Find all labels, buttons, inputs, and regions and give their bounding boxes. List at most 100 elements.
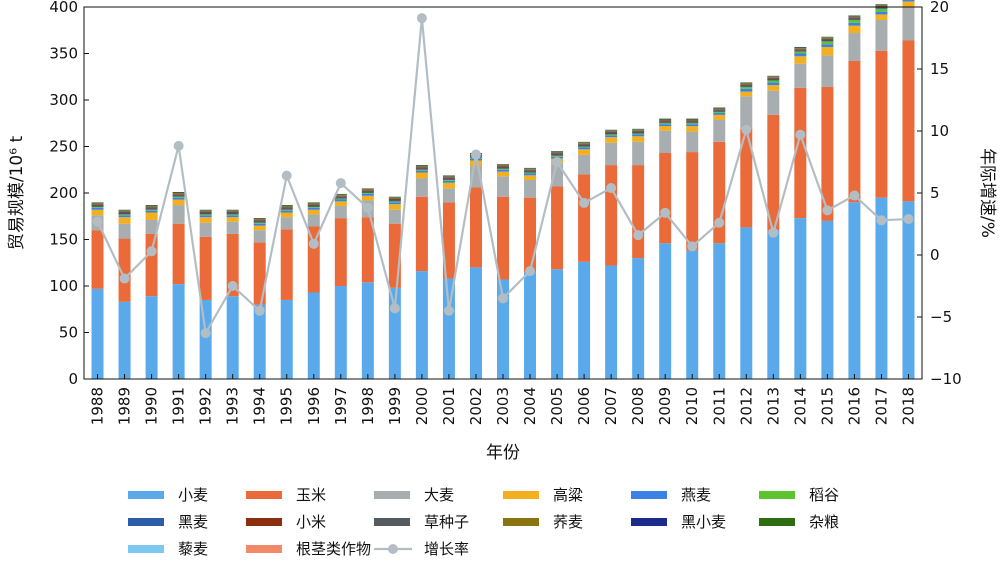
bar-segment xyxy=(659,126,671,131)
bar-segment xyxy=(443,188,455,202)
legend-swatch xyxy=(128,491,164,499)
bar-segment xyxy=(119,214,131,215)
bar-segment xyxy=(902,7,914,40)
bar-segment xyxy=(497,169,509,170)
legend-swatch xyxy=(128,518,164,526)
bar-segment xyxy=(686,123,698,124)
bar-segment xyxy=(254,223,266,224)
bar-segment xyxy=(227,214,239,215)
bar-segment xyxy=(227,217,239,222)
legend-label: 黑麦 xyxy=(178,513,208,531)
bar-segment xyxy=(686,122,698,123)
bar-segment xyxy=(92,208,104,210)
bar-segment xyxy=(92,203,104,204)
bar-segment xyxy=(794,48,806,49)
bar-segment xyxy=(119,302,131,379)
bar-segment xyxy=(281,209,293,210)
bar-segment xyxy=(578,147,590,148)
bar-segment xyxy=(227,212,239,213)
bar-segment xyxy=(686,120,698,121)
bar-segment xyxy=(200,212,212,213)
bar-segment xyxy=(524,173,536,175)
bars-layer xyxy=(92,0,915,379)
bar-segment xyxy=(308,214,320,226)
bar-segment xyxy=(605,135,617,137)
bar-segment xyxy=(551,156,563,157)
legend-swatch xyxy=(246,518,282,526)
x-tick-label: 2012 xyxy=(737,387,755,425)
growth-point xyxy=(471,150,481,160)
y2-tick-label: 0 xyxy=(930,246,940,264)
growth-point xyxy=(606,183,616,193)
x-tick-label: 2011 xyxy=(710,387,728,425)
bar-segment xyxy=(362,191,374,192)
bar-segment xyxy=(767,91,779,115)
bar-segment xyxy=(416,178,428,197)
y-tick-label: 100 xyxy=(49,277,78,295)
y-tick-label: 300 xyxy=(49,91,78,109)
growth-point xyxy=(903,214,913,224)
bar-segment xyxy=(389,200,401,201)
bar-segment xyxy=(173,205,185,224)
bar-segment xyxy=(200,215,212,217)
bar-segment xyxy=(632,133,644,134)
bar-segment xyxy=(578,147,590,149)
bar-segment xyxy=(281,207,293,208)
bar-segment xyxy=(470,160,482,166)
bar-segment xyxy=(659,153,671,243)
legend-swatch xyxy=(128,545,164,553)
bar-segment xyxy=(794,56,806,63)
bar-segment xyxy=(659,121,671,122)
bar-segment xyxy=(902,201,914,379)
legend-label: 大麦 xyxy=(424,486,454,504)
bar-segment xyxy=(497,167,509,168)
bar-segment xyxy=(524,272,536,379)
growth-point xyxy=(579,198,589,208)
legend-swatch xyxy=(503,518,539,526)
bar-segment xyxy=(389,198,401,199)
bar-segment xyxy=(740,83,752,84)
y-tick-label: 400 xyxy=(49,0,78,16)
bar-segment xyxy=(605,165,617,265)
legend-label: 藜麦 xyxy=(178,540,208,558)
bar-segment xyxy=(173,196,185,197)
bar-segment xyxy=(740,96,752,129)
growth-point xyxy=(741,125,751,135)
bar-segment xyxy=(632,133,644,134)
bar-segment xyxy=(146,234,158,296)
bar-segment xyxy=(902,40,914,201)
bar-segment xyxy=(362,189,374,190)
x-tick-label: 2009 xyxy=(656,387,674,425)
bar-segment xyxy=(632,136,644,142)
x-tick-label: 1992 xyxy=(197,387,215,425)
bar-segment xyxy=(254,219,266,220)
bar-segment xyxy=(308,206,320,207)
bar-segment xyxy=(848,19,860,20)
legend-label: 小米 xyxy=(296,513,326,531)
legend-label: 草种子 xyxy=(424,513,469,531)
x-tick-label: 1988 xyxy=(89,387,107,425)
bar-segment xyxy=(173,198,185,200)
growth-point xyxy=(822,205,832,215)
x-tick-label: 2006 xyxy=(575,387,593,425)
bar-segment xyxy=(821,38,833,39)
bar-segment xyxy=(416,171,428,173)
bar-segment xyxy=(335,200,347,202)
legend-swatch xyxy=(246,491,282,499)
bar-segment xyxy=(875,20,887,51)
bar-segment xyxy=(254,222,266,223)
x-tick-label: 2002 xyxy=(467,387,485,425)
y-tick-label: 200 xyxy=(49,184,78,202)
bar-segment xyxy=(362,194,374,196)
bar-segment xyxy=(146,206,158,207)
y2-tick-label: −5 xyxy=(930,308,952,326)
bar-segment xyxy=(497,166,509,167)
x-tick-label: 2015 xyxy=(818,387,836,425)
legend-label: 增长率 xyxy=(424,540,469,558)
bar-segment xyxy=(92,207,104,208)
bar-segment xyxy=(686,132,698,152)
bar-segment xyxy=(740,85,752,86)
bar-segment xyxy=(200,213,212,214)
bar-segment xyxy=(200,213,212,214)
y2-tick-label: 5 xyxy=(930,184,940,202)
